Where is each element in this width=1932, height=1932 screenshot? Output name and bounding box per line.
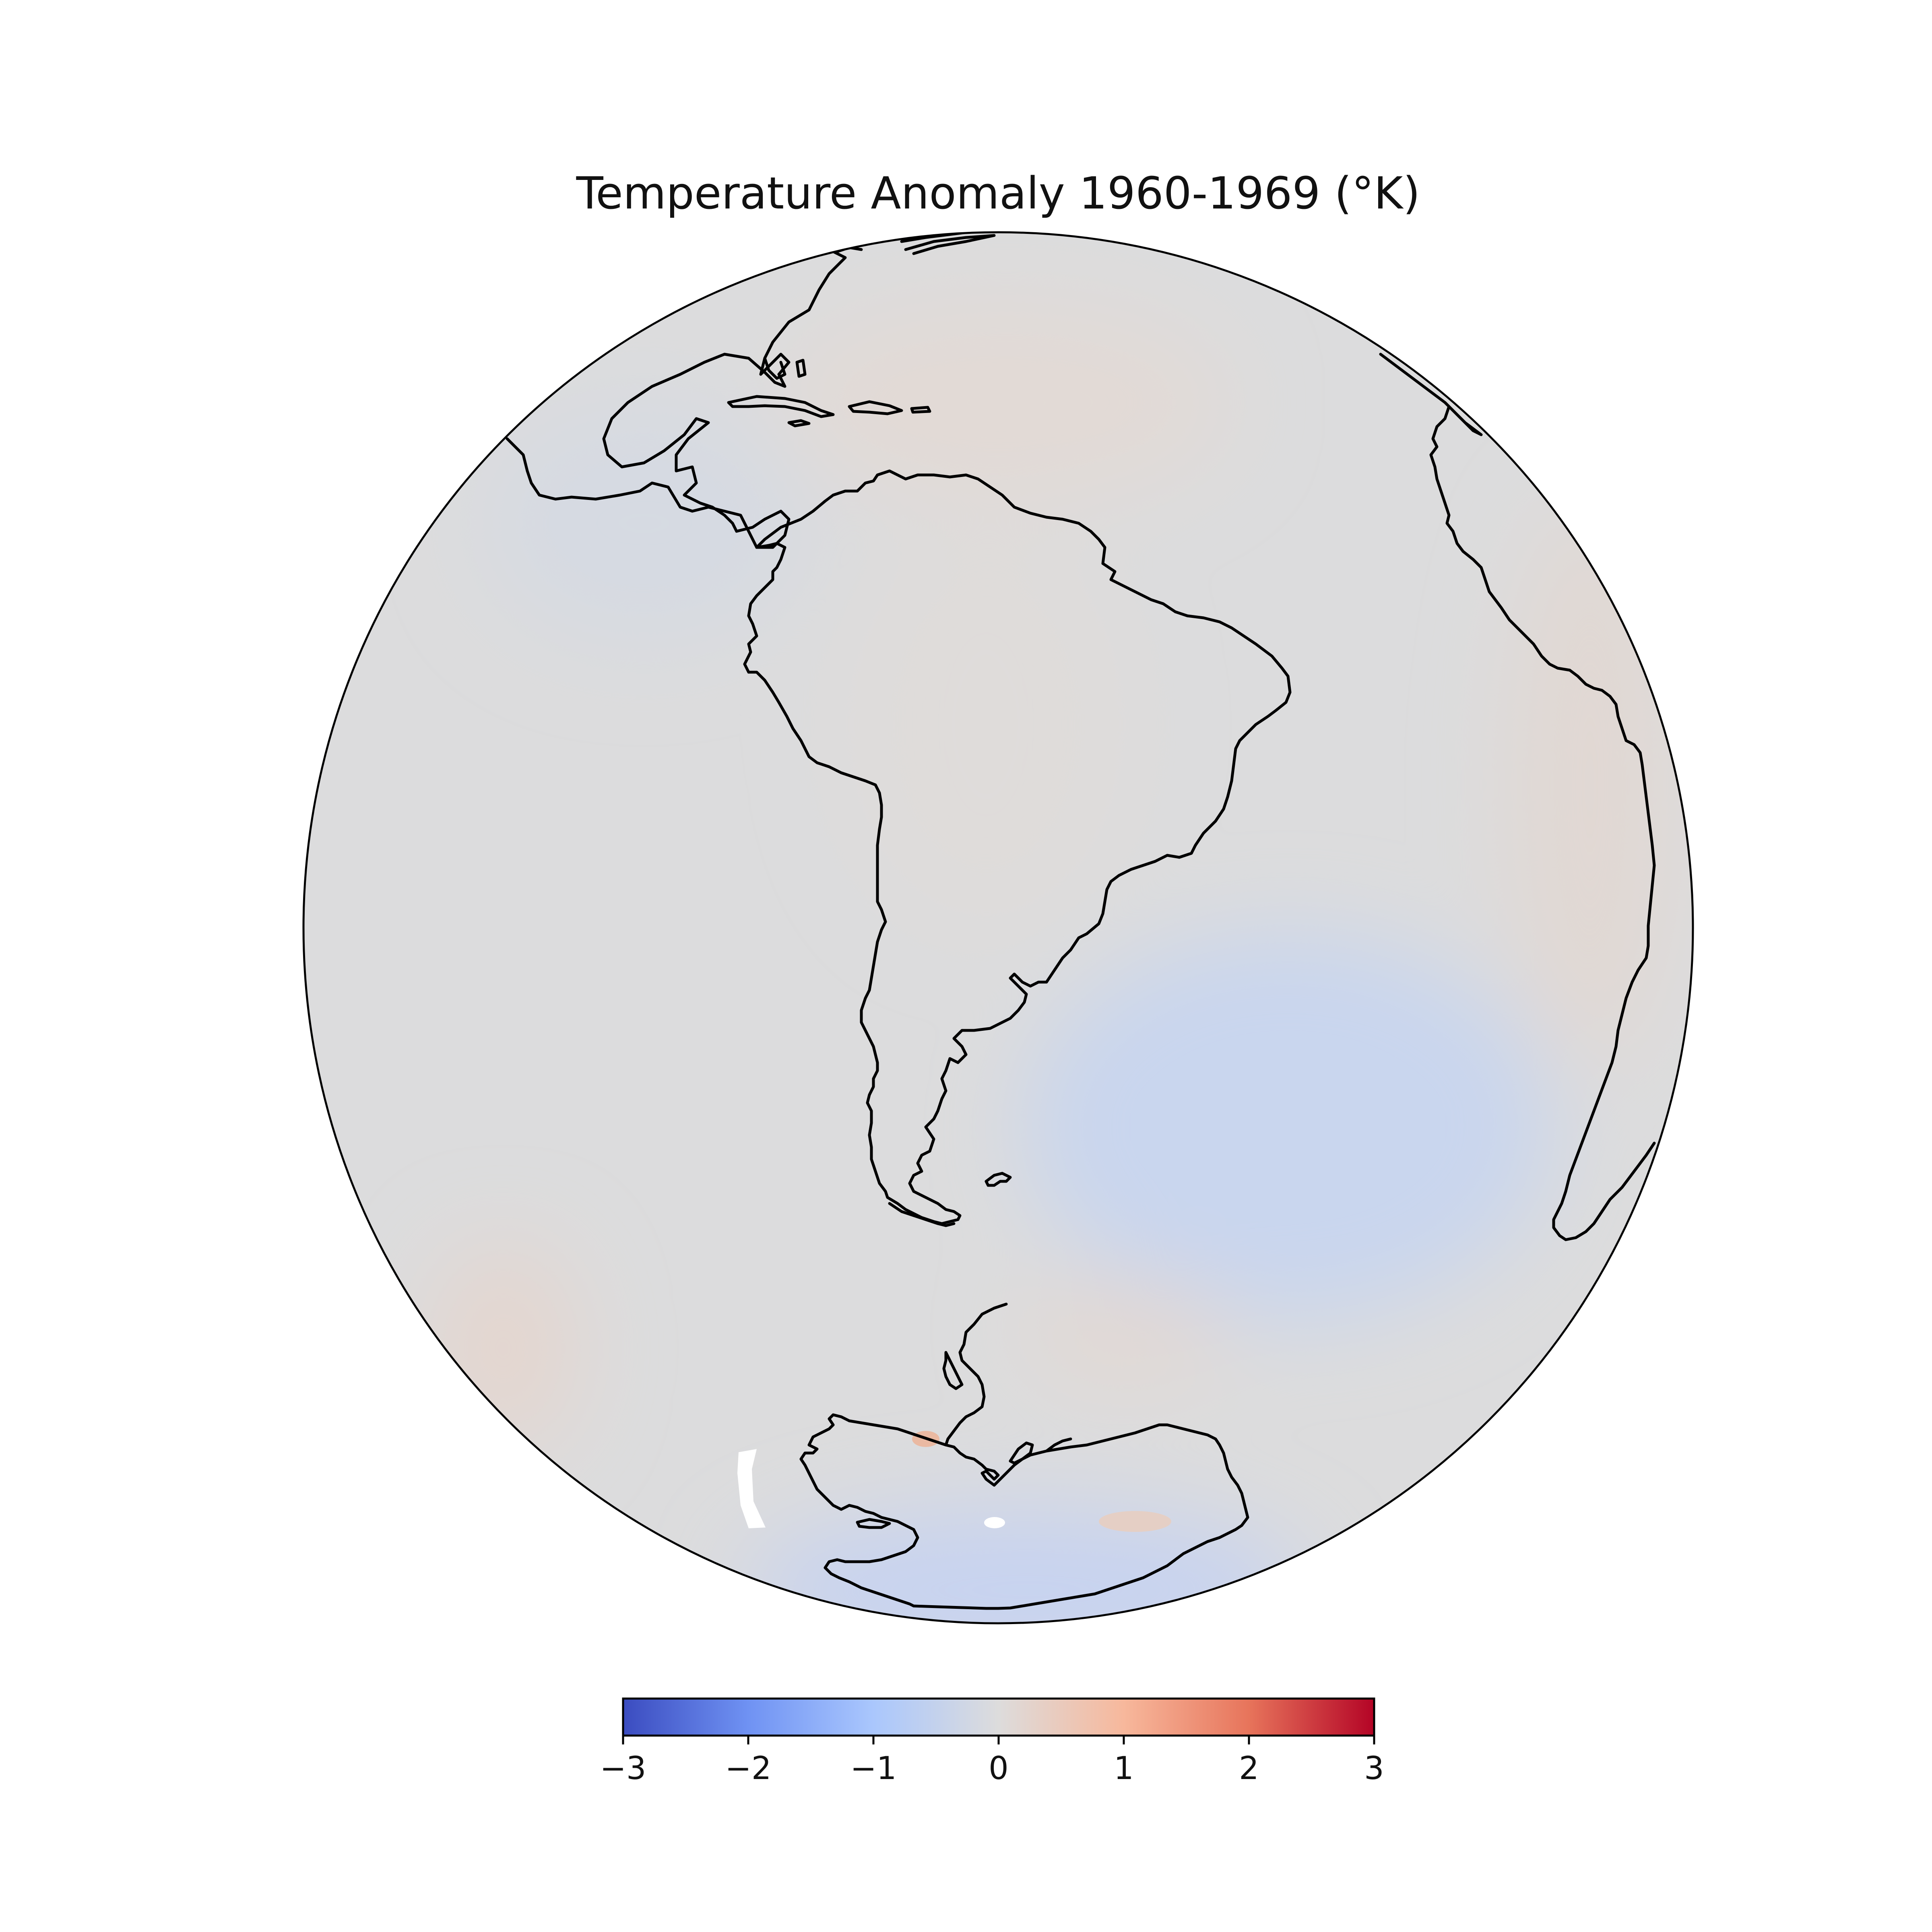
antarctica-anomaly	[745, 1509, 1308, 1623]
coastline-puerto-rico	[910, 406, 931, 414]
map-area	[302, 231, 1694, 1624]
coastline-alexander-island	[1009, 1441, 1034, 1465]
coastline-thurston-island	[856, 1518, 891, 1529]
coastline-africa	[1379, 353, 1656, 1241]
colorbar-tick-label: −3	[600, 1750, 646, 1787]
colorbar-tick-label: 0	[989, 1750, 1009, 1787]
caribbean-anomaly	[785, 302, 1228, 503]
coastline-jamaica	[787, 419, 811, 427]
colorbar-tick-label: 2	[1239, 1750, 1259, 1787]
colorbar-tick-label: 3	[1364, 1750, 1384, 1787]
missing-data-patch	[737, 1449, 766, 1528]
north-pacific-anomaly	[483, 402, 805, 644]
colorbar: −3 −2 −1 0 1 2 3	[600, 1697, 1384, 1787]
coastline-ross-ice	[1045, 1437, 1072, 1453]
coastline-antarctica-west	[799, 1413, 947, 1608]
coastline-antarctic-peninsula	[944, 1302, 1008, 1447]
south-america-anomaly	[845, 523, 1127, 926]
ross-warm-patch	[1099, 1511, 1171, 1532]
colorbar-tick-label: −2	[725, 1750, 772, 1787]
south-pacific-anomaly	[431, 1244, 576, 1453]
coastline-bahamas	[795, 359, 807, 378]
coastline-south-america	[743, 469, 1292, 1225]
coastline-hispaniola	[848, 400, 903, 415]
coastline-canada	[904, 234, 996, 255]
chart-title: Temperature Anomaly 1960-1969 (°K)	[576, 167, 1420, 219]
coastline-cuba	[727, 395, 835, 418]
colorbar-tick-label: 1	[1114, 1750, 1134, 1787]
globe-outline	[302, 231, 1694, 1624]
drake-passage-anomaly	[1026, 1280, 1228, 1377]
colorbar-ticks: −3 −2 −1 0 1 2 3	[600, 1736, 1384, 1787]
coastline-falklands	[985, 1172, 1012, 1187]
coastline-florida	[763, 357, 786, 380]
south-atlantic-anomaly	[1026, 934, 1550, 1320]
colorbar-gradient	[622, 1697, 1375, 1737]
missing-data-patch-small	[984, 1517, 1005, 1528]
coastline-antarctica-main	[912, 1423, 1249, 1610]
coastline-tierra-del-fuego	[888, 1202, 956, 1227]
colorbar-tick-label: −1	[850, 1750, 897, 1787]
africa-anomaly	[1509, 503, 1670, 1067]
coastline-island-peninsula	[942, 1351, 964, 1390]
coastline-north-america	[506, 240, 847, 549]
anomaly-field	[431, 232, 1670, 1623]
